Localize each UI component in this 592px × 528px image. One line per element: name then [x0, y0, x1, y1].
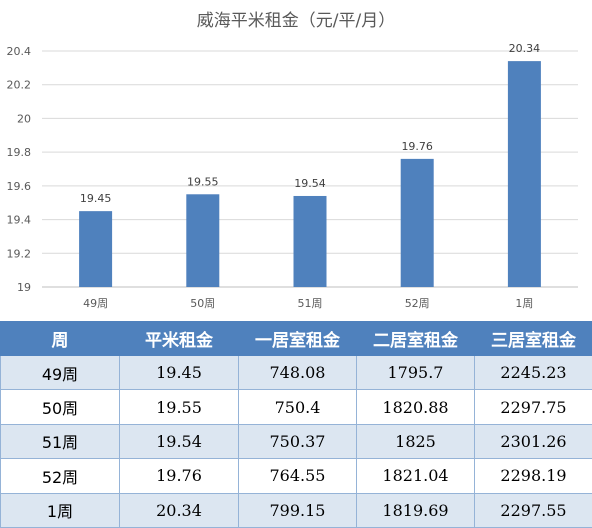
cell-week: 49周 — [0, 354, 120, 391]
cell-sqm-rent: 19.54 — [119, 423, 239, 460]
table-row: 50周 19.55 750.4 1820.88 2297.75 — [0, 389, 592, 425]
cell-sqm-rent: 19.45 — [119, 354, 239, 391]
bar — [400, 158, 434, 287]
y-tick-label: 19.6 — [7, 180, 32, 193]
x-tick-label: 51周 — [298, 297, 323, 310]
y-tick-label: 19.2 — [7, 247, 32, 260]
cell-3br-rent: 2297.55 — [474, 492, 592, 528]
cell-3br-rent: 2301.26 — [474, 423, 592, 460]
x-tick-label: 1周 — [515, 297, 533, 310]
cell-week: 51周 — [0, 423, 120, 460]
rent-table: 周 平米租金 一居室租金 二居室租金 三居室租金 49周 19.45 748.0… — [0, 321, 592, 528]
data-label: 19.54 — [294, 177, 326, 190]
x-tick-label: 50周 — [190, 297, 215, 310]
y-axis-ticks: 19 19.2 19.4 19.6 19.8 20 20.2 20.4 — [7, 45, 32, 294]
cell-sqm-rent: 19.55 — [119, 389, 239, 425]
table-row: 51周 19.54 750.37 1825 2301.26 — [0, 423, 592, 460]
table-row: 49周 19.45 748.08 1795.7 2245.23 — [0, 354, 592, 391]
x-tick-label: 49周 — [83, 297, 108, 310]
header-2br-rent: 二居室租金 — [356, 321, 475, 356]
chart-title: 威海平米租金（元/平/月） — [197, 11, 395, 31]
bars — [79, 61, 541, 287]
cell-week: 50周 — [0, 389, 120, 425]
cell-1br-rent: 799.15 — [238, 492, 357, 528]
cell-sqm-rent: 19.76 — [119, 458, 239, 494]
data-label: 19.55 — [187, 175, 219, 188]
cell-1br-rent: 750.4 — [238, 389, 357, 425]
data-label: 19.76 — [401, 140, 433, 153]
y-tick-label: 20.2 — [7, 79, 32, 92]
cell-2br-rent: 1825 — [356, 423, 475, 460]
cell-week: 52周 — [0, 458, 120, 494]
data-label: 20.34 — [509, 42, 541, 55]
y-tick-label: 19.4 — [7, 214, 32, 227]
header-1br-rent: 一居室租金 — [238, 321, 357, 356]
y-tick-label: 20 — [17, 112, 31, 125]
bar — [507, 61, 541, 287]
data-label: 19.45 — [80, 192, 112, 205]
cell-2br-rent: 1819.69 — [356, 492, 475, 528]
y-tick-label: 19.8 — [7, 146, 32, 159]
cell-week: 1周 — [0, 492, 120, 528]
header-sqm-rent: 平米租金 — [119, 321, 239, 356]
table-header-row: 周 平米租金 一居室租金 二居室租金 三居室租金 — [0, 321, 592, 356]
x-axis-ticks: 49周 50周 51周 52周 1周 — [83, 297, 533, 310]
cell-2br-rent: 1821.04 — [356, 458, 475, 494]
rent-bar-chart: 威海平米租金（元/平/月） 19 19.2 19.4 19.6 19.8 20 20.2 20… — [7, 11, 578, 310]
bar — [293, 195, 327, 287]
cell-1br-rent: 748.08 — [238, 354, 357, 391]
table-row: 52周 19.76 764.55 1821.04 2298.19 — [0, 458, 592, 494]
y-tick-label: 19 — [17, 281, 31, 294]
cell-3br-rent: 2298.19 — [474, 458, 592, 494]
y-tick-label: 20.4 — [7, 45, 32, 58]
cell-1br-rent: 750.37 — [238, 423, 357, 460]
data-labels: 19.45 19.55 19.54 19.76 20.34 — [80, 42, 540, 205]
cell-2br-rent: 1820.88 — [356, 389, 475, 425]
cell-2br-rent: 1795.7 — [356, 354, 475, 391]
x-tick-label: 52周 — [405, 297, 430, 310]
cell-sqm-rent: 20.34 — [119, 492, 239, 528]
rent-chart: 威海平米租金（元/平/月） 19 19.2 19.4 19.6 19.8 20 20.2 20… — [6, 11, 578, 310]
bar — [79, 211, 113, 287]
cell-3br-rent: 2297.75 — [474, 389, 592, 425]
bar — [186, 194, 220, 287]
cell-1br-rent: 764.55 — [238, 458, 357, 494]
header-week: 周 — [0, 321, 120, 356]
table-row: 1周 20.34 799.15 1819.69 2297.55 — [0, 492, 592, 528]
header-3br-rent: 三居室租金 — [474, 321, 592, 356]
cell-3br-rent: 2245.23 — [474, 354, 592, 391]
